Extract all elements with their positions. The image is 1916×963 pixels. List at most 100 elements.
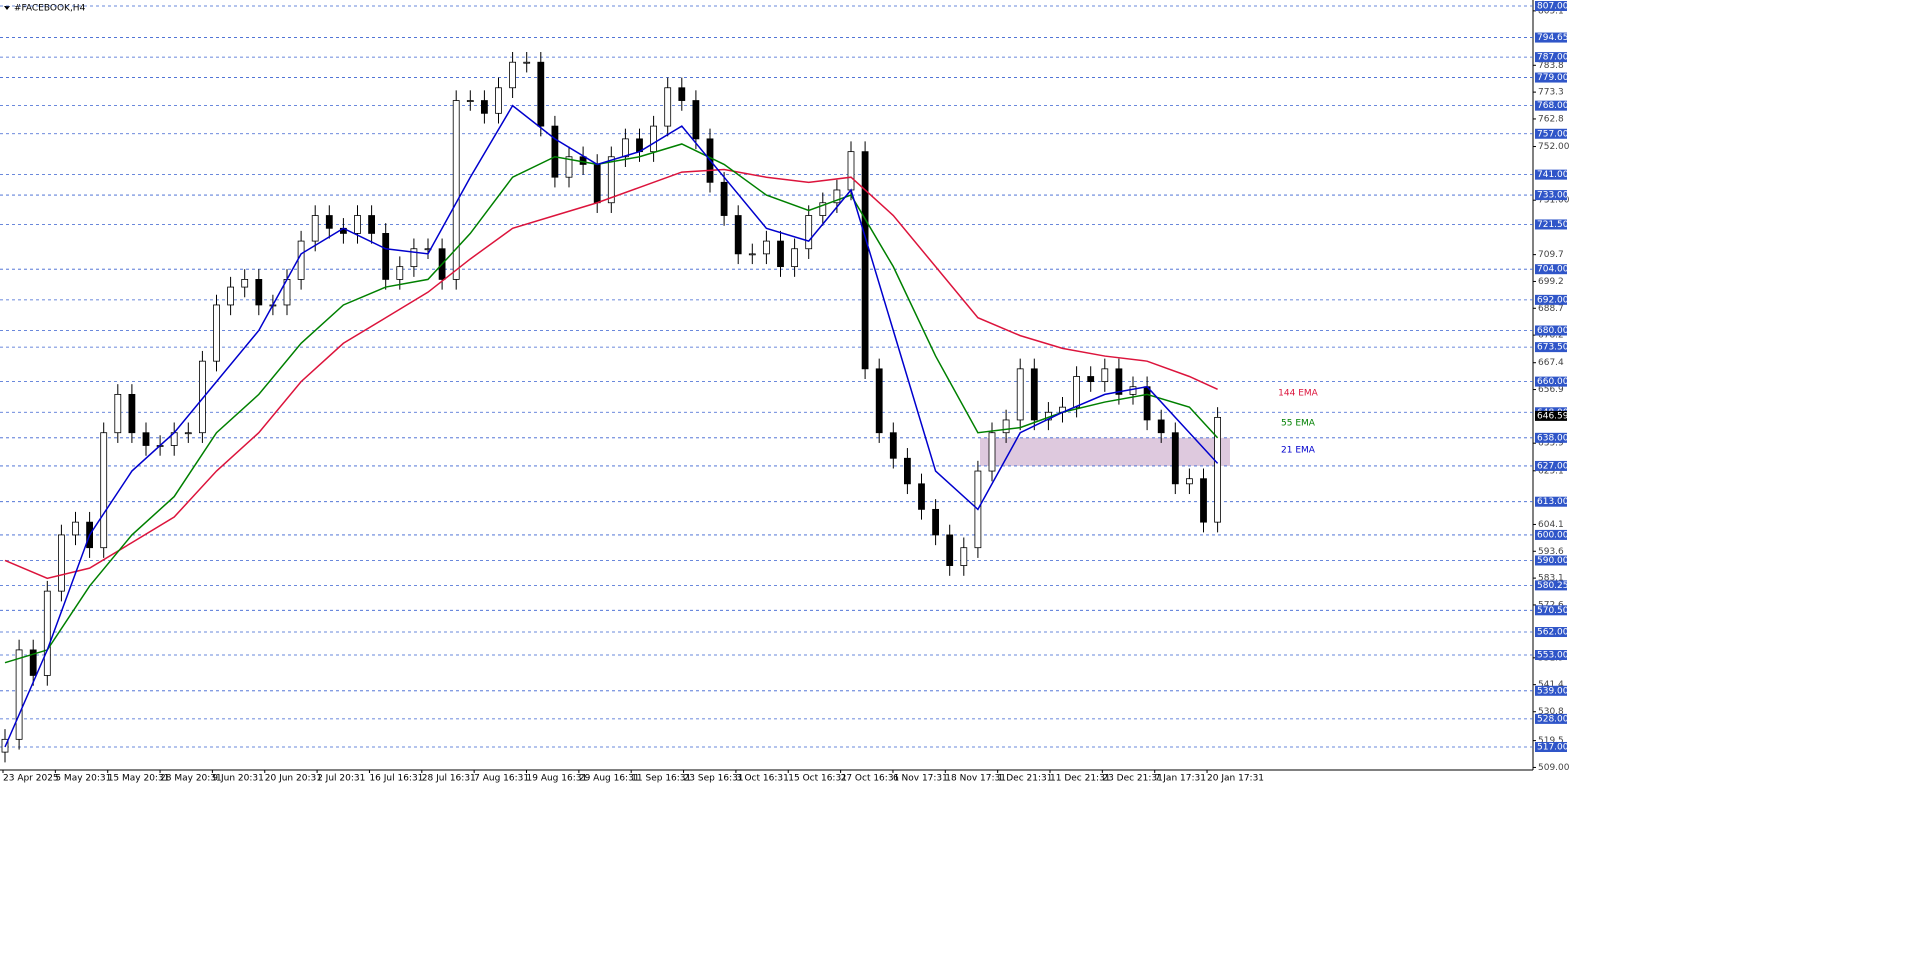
level-label: 733.00 <box>1537 191 1569 201</box>
candle-body <box>748 253 756 256</box>
candle-body <box>551 125 559 178</box>
level-box <box>1535 555 1567 566</box>
candle-body <box>43 590 51 676</box>
level-box <box>1535 190 1567 201</box>
level-label: 528.00 <box>1537 714 1569 724</box>
candle-body <box>1073 376 1080 408</box>
candle-body <box>889 432 897 459</box>
level-label: 757.00 <box>1537 129 1569 139</box>
chart-title: #FACEBOOK,H4 <box>14 4 86 14</box>
y-tick-label: 509.00 <box>1538 763 1570 773</box>
candle-body <box>368 215 376 234</box>
level-box <box>1535 1 1567 12</box>
candle-body <box>1157 419 1165 434</box>
level-label: 673.50 <box>1537 343 1569 353</box>
level-box <box>1535 52 1567 63</box>
level-box <box>1535 128 1567 139</box>
candle-body <box>198 360 206 434</box>
candle-body <box>847 151 855 191</box>
y-tick-label: 519.5 <box>1538 736 1564 746</box>
y-tick-label: 667.4 <box>1538 358 1564 368</box>
candle-body <box>255 279 263 306</box>
candle-body <box>537 61 545 127</box>
last-price-label: 646.59 <box>1537 411 1569 421</box>
level-label: 539.00 <box>1537 686 1569 696</box>
candle-body <box>495 87 502 114</box>
level-box <box>1535 650 1567 661</box>
candle-body <box>184 432 192 435</box>
level-box <box>1535 742 1567 753</box>
level-box <box>1535 32 1567 43</box>
last-price-box <box>1535 410 1567 421</box>
candle-body <box>410 248 418 268</box>
y-tick-label: 593.6 <box>1538 547 1564 557</box>
level-label: 741.00 <box>1537 170 1569 180</box>
level-label: 721.50 <box>1537 220 1569 230</box>
candle-body <box>734 215 742 255</box>
level-box <box>1535 264 1567 275</box>
candle-body <box>1143 386 1151 421</box>
candle-body <box>325 215 333 229</box>
candle-body <box>875 368 883 434</box>
x-tick-label: 6 Nov 17:31 <box>893 774 948 784</box>
candle-body <box>777 240 784 268</box>
x-tick-label: 5 May 20:31 <box>55 774 111 784</box>
y-tick-label: 709.7 <box>1538 250 1564 260</box>
candle-body <box>466 100 474 102</box>
y-tick-label: 752.00 <box>1538 142 1570 152</box>
y-tick-label: 604.1 <box>1538 520 1564 530</box>
level-label: 638.00 <box>1537 433 1569 443</box>
candle-body <box>918 483 925 510</box>
candle-body <box>1186 478 1193 485</box>
candle-body <box>100 432 108 549</box>
x-tick-label: 27 Oct 16:31 <box>841 774 900 784</box>
x-tick-label: 29 Aug 16:31 <box>579 774 640 784</box>
candle-body <box>29 649 37 676</box>
level-label: 590.00 <box>1537 556 1569 566</box>
candle-body <box>15 649 23 740</box>
level-box <box>1535 580 1567 591</box>
y-tick-label: 635.9 <box>1538 439 1564 449</box>
candle-body <box>720 181 728 216</box>
menu-icon[interactable] <box>4 6 10 10</box>
level-label: 600.00 <box>1537 530 1569 540</box>
level-label: 768.00 <box>1537 101 1569 111</box>
level-box <box>1535 100 1567 111</box>
candle-body <box>354 215 361 234</box>
ema-label: 21 EMA <box>1281 446 1316 456</box>
level-label: 580.25 <box>1537 581 1569 591</box>
level-box <box>1535 496 1567 507</box>
level-box <box>1535 685 1567 696</box>
candle-body <box>58 534 65 592</box>
level-box <box>1535 294 1567 305</box>
x-tick-label: 11 Sep 16:31 <box>631 774 691 784</box>
x-tick-label: 23 Sep 16:31 <box>684 774 744 784</box>
level-label: 692.00 <box>1537 295 1569 305</box>
candle-body <box>297 240 305 280</box>
level-label: 704.00 <box>1537 265 1569 275</box>
candle-body <box>664 87 672 127</box>
candle-body <box>763 240 770 255</box>
candle-body <box>593 164 601 204</box>
y-tick-label: 783.8 <box>1538 61 1564 71</box>
candle-body <box>1016 368 1024 421</box>
x-tick-label: 28 Jul 16:31 <box>422 774 476 784</box>
level-box <box>1535 169 1567 180</box>
candle-body <box>678 87 686 101</box>
x-tick-label: 16 Jul 16:31 <box>369 774 423 784</box>
ema-line <box>4 143 1219 664</box>
level-label: 627.00 <box>1537 461 1569 471</box>
candle-body <box>946 534 954 566</box>
level-box <box>1535 529 1567 540</box>
x-tick-label: 2 Jul 20:31 <box>317 774 365 784</box>
x-tick-label: 9 Jun 20:31 <box>212 774 263 784</box>
x-tick-label: 19 Aug 16:31 <box>527 774 588 784</box>
y-tick-label: 773.3 <box>1538 88 1564 98</box>
candle-body <box>523 61 531 64</box>
level-label: 779.00 <box>1537 73 1569 83</box>
candle-body <box>833 189 841 204</box>
candle-body <box>692 100 700 140</box>
candle-body <box>480 100 488 114</box>
